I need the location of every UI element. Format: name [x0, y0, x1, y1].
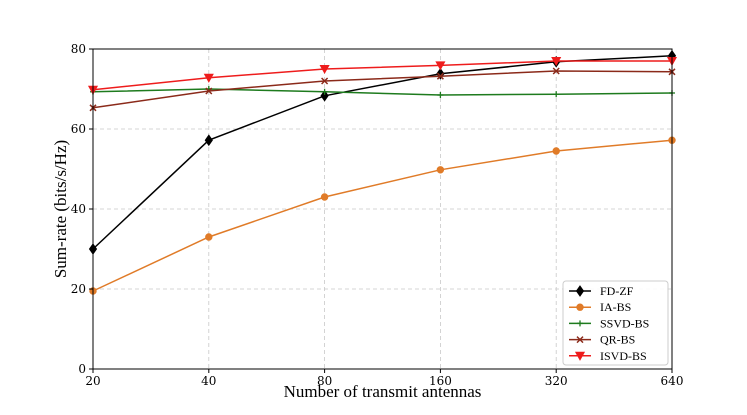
legend-label: ISVD-BS: [600, 349, 647, 363]
data-point-fd-zf: [320, 89, 329, 102]
data-point-ia-bs: [436, 166, 445, 174]
y-axis-label: Sum-rate (bits/s/Hz): [51, 140, 70, 278]
legend-label: FD-ZF: [600, 284, 634, 298]
series-layer: [87, 49, 678, 295]
legend-box: [562, 280, 669, 366]
data-point-ia-bs: [552, 147, 560, 155]
data-point-isvd-bs: [203, 73, 214, 83]
data-point-ia-bs: [320, 193, 329, 201]
x-tick-label: 640: [661, 374, 684, 388]
legend-item-ia-bs: IA-BS: [569, 300, 631, 314]
data-point-fd-zf: [204, 134, 213, 147]
y-tick-label: 60: [71, 122, 86, 136]
legend-item-fd-zf: FD-ZF: [569, 284, 634, 298]
legend-label: IA-BS: [600, 300, 631, 314]
x-tick-label: 320: [545, 374, 568, 388]
data-point-ssvd-bs: [321, 88, 328, 95]
series-line-isvd-bs: [92, 60, 672, 91]
x-tick-label: 40: [201, 374, 216, 388]
y-tick-label: 0: [78, 362, 86, 376]
x-axis-label: Number of transmit antennas: [284, 382, 482, 401]
legend-item-ssvd-bs: SSVD-BS: [569, 316, 649, 330]
legend-marker: [574, 351, 586, 361]
data-point-ia-bs: [205, 233, 213, 241]
legend[interactable]: FD-ZF IA-BS SSVD-BS QR-BS ISVD-BS: [562, 280, 669, 366]
legend-label: QR-BS: [600, 333, 635, 347]
legend-item-isvd-bs: ISVD-BS: [569, 349, 647, 363]
series-ia-bs: [89, 136, 676, 295]
series-line-ia-bs: [92, 139, 673, 292]
y-tick-label: 20: [71, 282, 86, 296]
data-point-isvd-bs: [551, 57, 562, 67]
y-tick-label: 40: [71, 202, 86, 216]
series-isvd-bs: [87, 57, 678, 95]
data-point-ssvd-bs: [437, 92, 444, 98]
legend-marker: [576, 303, 584, 311]
y-tick-label: 80: [71, 42, 86, 56]
legend-label: SSVD-BS: [600, 316, 649, 330]
legend-marker: [577, 320, 583, 327]
legend-marker: [575, 285, 585, 297]
data-point-ssvd-bs: [553, 91, 560, 98]
data-point-isvd-bs: [435, 61, 446, 71]
x-tick-label: 160: [429, 374, 452, 388]
x-tick-label: 80: [317, 374, 332, 388]
legend-marker: [576, 336, 584, 344]
data-point-qr-bs: [436, 72, 444, 80]
data-point-qr-bs: [552, 67, 560, 75]
series-line-qr-bs: [92, 70, 673, 109]
series-line-ssvd-bs: [92, 88, 673, 96]
series-line-fd-zf: [92, 55, 673, 250]
data-point-isvd-bs: [319, 65, 330, 75]
x-tick-label: 20: [85, 374, 100, 388]
legend-item-qr-bs: QR-BS: [569, 333, 635, 347]
data-point-qr-bs: [205, 87, 213, 95]
data-point-qr-bs: [321, 77, 329, 85]
